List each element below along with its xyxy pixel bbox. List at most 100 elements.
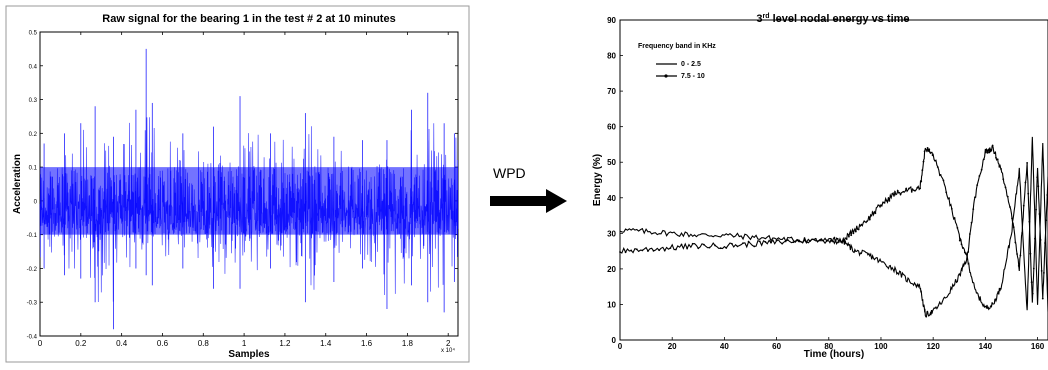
series-2-marker <box>1021 232 1023 234</box>
x-tick-label: 40 <box>720 342 729 351</box>
series-2-marker <box>781 242 784 245</box>
series-2-marker <box>902 190 905 193</box>
series-2-marker <box>1017 264 1020 267</box>
series-2-marker <box>962 246 965 249</box>
series-2-marker <box>882 201 885 204</box>
series-2-marker <box>995 156 997 159</box>
title-rest: level nodal energy vs time <box>770 13 910 25</box>
series-2-marker <box>1022 204 1025 207</box>
raw-signal-ticks: 0 0.2 0.4 0.6 0.8 1 1.2 1.4 1.6 1.8 2 -0.4 -0.3 -0.2 -… <box>27 31 458 348</box>
series-2-marker <box>928 148 931 151</box>
series-2-marker <box>708 246 711 249</box>
series-2-marker <box>845 238 848 240</box>
nodal-energy-title: 3rd level nodal energy vs time <box>756 13 909 25</box>
x-tick-label: 0 <box>38 339 43 348</box>
y-tick-label: 20 <box>607 265 616 274</box>
title-number: 3 <box>756 13 762 25</box>
series-2-marker <box>792 241 795 244</box>
series-2-marker <box>836 237 839 240</box>
x-tick-label: 100 <box>874 342 888 351</box>
legend-label-series-1: 0 - 2.5 <box>681 61 701 68</box>
series-line-1 <box>619 136 1048 318</box>
series-2-marker <box>913 189 916 192</box>
series-2-marker <box>635 248 638 251</box>
x-tick-label: 0.2 <box>75 339 87 348</box>
series-2-marker <box>652 249 655 252</box>
series-2-marker <box>930 151 932 154</box>
series-2-marker <box>896 189 899 192</box>
series-2-marker <box>958 239 961 242</box>
series-2-marker <box>986 151 989 154</box>
series-2-marker <box>910 190 913 193</box>
raw-signal-ylabel: Acceleration <box>12 154 23 214</box>
series-2-marker <box>630 249 633 252</box>
raw-signal-x-exponent: x 10⁴ <box>441 347 455 354</box>
series-2-marker <box>993 152 996 155</box>
raw-signal-core-band <box>40 167 458 235</box>
series-2-marker <box>624 251 627 254</box>
series-2-marker <box>948 197 950 200</box>
x-tick-label: 0.6 <box>157 339 169 348</box>
series-2-marker <box>936 166 939 168</box>
series-2-marker <box>963 251 966 254</box>
series-2-marker <box>923 150 926 153</box>
y-tick-label: 70 <box>607 87 616 96</box>
series-2-marker <box>830 239 832 242</box>
series-2-marker <box>848 235 850 238</box>
series-2-marker <box>840 240 842 243</box>
y-tick-label: 0 <box>34 199 38 205</box>
series-2-marker <box>956 226 959 229</box>
series-2-marker <box>1043 272 1045 274</box>
series-2-marker <box>921 169 924 172</box>
series-2-marker <box>1031 292 1034 295</box>
series-2-marker <box>680 243 683 246</box>
series-2-marker <box>866 220 868 223</box>
series-2-marker <box>968 233 971 235</box>
series-2-marker <box>871 211 874 214</box>
x-tick-label: 0 <box>618 342 623 351</box>
series-2-marker <box>996 158 999 161</box>
nodal-energy-plot-area <box>619 19 1048 341</box>
series-2-marker <box>891 193 894 195</box>
series-2-marker <box>641 249 644 252</box>
series-2-marker <box>775 239 778 242</box>
raw-signal-xlabel: Samples <box>228 349 270 360</box>
series-2-marker <box>814 237 817 240</box>
x-tick-label: 1 <box>242 339 247 348</box>
series-2-marker <box>742 242 744 245</box>
series-2-marker <box>939 174 942 176</box>
series-2-marker <box>1044 242 1046 244</box>
series-2-marker <box>985 151 987 154</box>
series-2-marker <box>820 238 823 241</box>
x-tick-label: 1.2 <box>279 339 291 348</box>
series-2-marker <box>843 240 846 242</box>
series-2-marker <box>857 228 860 231</box>
x-tick-label: 60 <box>772 342 781 351</box>
series-2-marker <box>1019 254 1022 257</box>
y-tick-label: -0.2 <box>27 267 38 273</box>
series-2-marker <box>1040 270 1043 272</box>
series-2-marker <box>691 242 694 245</box>
series-2-marker <box>1027 192 1030 195</box>
series-2-marker <box>926 146 929 149</box>
x-tick-label: 140 <box>979 342 993 351</box>
series-2-marker <box>1037 185 1040 188</box>
nodal-energy-xlabel: Time (hours) <box>804 349 864 360</box>
series-2-marker <box>1030 281 1033 284</box>
series-2-marker <box>725 247 728 249</box>
series-2-marker <box>974 196 976 199</box>
series-2-marker <box>920 180 923 183</box>
series-2-marker <box>1035 208 1037 211</box>
series-2-marker <box>868 218 871 221</box>
series-2-marker <box>874 212 877 214</box>
series-2-marker <box>686 247 689 250</box>
series-2-marker <box>1045 219 1048 222</box>
nodal-energy-panel: 3rd level nodal energy vs time Energy (%… <box>592 13 1048 360</box>
series-2-marker <box>714 244 716 247</box>
nodal-energy-ylabel: Energy (%) <box>592 154 603 206</box>
series-2-marker <box>919 187 922 190</box>
series-2-marker <box>978 175 981 177</box>
x-tick-label: 0.4 <box>116 339 128 348</box>
title-superscript: rd <box>763 13 770 20</box>
